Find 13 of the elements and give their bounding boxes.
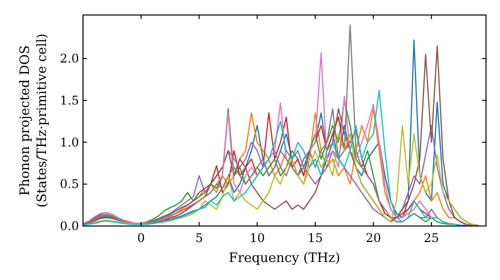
x-tick-label: 0 [137, 231, 145, 245]
y-tick-label: 1.5 [60, 93, 79, 108]
y-tick-label: 2.0 [60, 52, 79, 66]
x-tick-label: 20 [366, 231, 381, 245]
x-axis-title: Frequency (THz) [228, 251, 340, 266]
x-tick-label: 25 [424, 231, 440, 245]
x-tick-label: 10 [250, 231, 265, 245]
y-tick-label: 0.5 [60, 177, 79, 192]
y-tick-label: 1.0 [60, 135, 79, 150]
y-tick-label: 0.0 [60, 219, 79, 233]
x-tick-label: 15 [308, 231, 323, 245]
x-tick-label: 5 [195, 231, 203, 245]
y-axis-title: Phonon projected DOS (States/THz·primitive cell) [18, 33, 50, 208]
